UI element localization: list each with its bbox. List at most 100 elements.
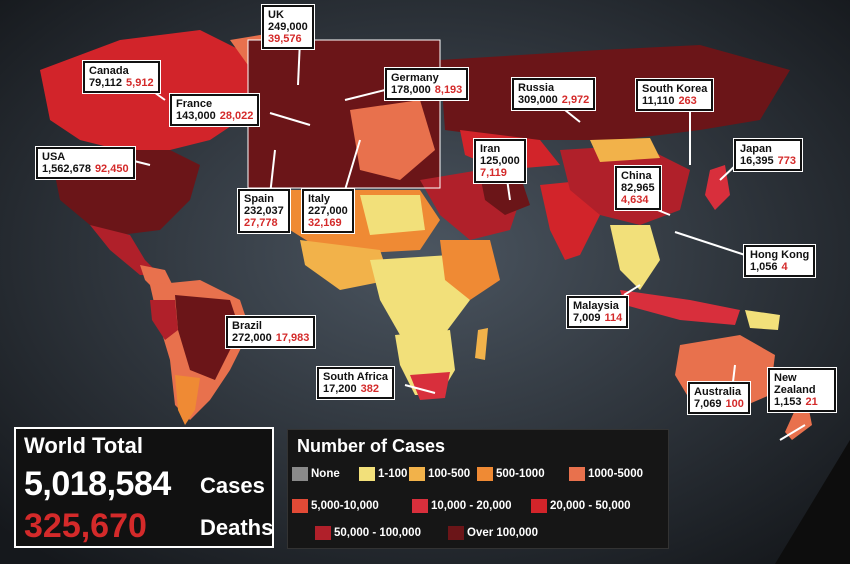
legend-swatch	[448, 526, 464, 540]
callout-malaysia: Malaysia 7,009 114	[567, 296, 629, 328]
legend-item: 1-100	[359, 467, 407, 481]
callout-cases: 309,000	[518, 94, 558, 106]
callout-name: Japan	[740, 143, 772, 155]
legend-swatch	[359, 467, 375, 481]
callout-russia: Russia 309,000 2,972	[512, 78, 596, 110]
callout-cases: 79,112	[89, 77, 123, 89]
legend-swatch	[531, 499, 547, 513]
world-total-cases: 5,018,584	[24, 465, 171, 503]
legend-swatch	[477, 467, 493, 481]
new-zealand-shape	[785, 405, 812, 440]
callout-cases: 178,000	[391, 84, 431, 96]
callout-deaths: 39,576	[268, 33, 302, 45]
callout-cases: 7,069	[694, 398, 722, 410]
legend-label: 50,000 - 100,000	[334, 527, 421, 539]
callout-name: China	[621, 170, 652, 182]
east-europe-shape	[350, 100, 435, 180]
callout-deaths: 92,450	[94, 163, 129, 175]
callout-brazil: Brazil 272,000 17,983	[226, 316, 316, 348]
callout-deaths: 28,022	[219, 110, 254, 122]
legend-item: 20,000 - 50,000	[531, 499, 631, 513]
callout-deaths: 263	[678, 95, 697, 107]
callout-cases: 1,153	[774, 396, 802, 408]
callout-usa: USA 1,562,678 92,450	[36, 147, 135, 179]
callout-japan: Japan 16,395 773	[734, 139, 803, 171]
callout-name: UK	[268, 9, 284, 21]
legend-label: 5,000-10,000	[311, 500, 379, 512]
callout-cases: 11,110	[642, 95, 675, 107]
callout-canada: Canada 79,112 5,912	[83, 61, 160, 93]
callout-deaths: 382	[360, 383, 380, 395]
legend-item: 1000-5000	[569, 467, 643, 481]
callout-cases: 125,000	[480, 155, 520, 167]
callout-cases: 249,000	[268, 21, 308, 33]
callout-name: Hong Kong	[750, 249, 810, 261]
callout-italy: Italy 227,000 32,169	[302, 189, 354, 233]
callout-name: Malaysia	[573, 300, 619, 312]
legend-swatch	[569, 467, 585, 481]
callout-deaths: 4,634	[621, 194, 649, 206]
legend-swatch	[292, 499, 308, 513]
callout-cases: 1,056	[750, 261, 778, 273]
legend-label: 100-500	[428, 468, 471, 480]
legend-item: 10,000 - 20,000	[412, 499, 512, 513]
corner-triangle	[775, 440, 850, 564]
peru-shape	[150, 300, 178, 340]
callout-south-korea: South Korea 11,110 263	[636, 79, 714, 111]
callout-name: Russia	[518, 82, 555, 94]
russia-shape	[440, 45, 790, 140]
south-africa-shape	[410, 372, 450, 400]
callout-iran: Iran 125,000 7,119	[474, 139, 526, 183]
callout-deaths: 4	[781, 261, 788, 273]
callout-hong-kong: Hong Kong 1,056 4	[744, 245, 816, 277]
callout-cases: 143,000	[176, 110, 216, 122]
callout-china: China 82,965 4,634	[615, 166, 661, 210]
legend-title: Number of Cases	[297, 436, 446, 456]
callout-name: USA	[42, 151, 66, 163]
legend-label: 1000-5000	[588, 468, 643, 480]
world-total-title: World Total	[24, 433, 143, 458]
legend-swatch	[315, 526, 331, 540]
callout-deaths: 5,912	[126, 77, 154, 89]
legend-item: 500-1000	[477, 467, 545, 481]
legend-label: 20,000 - 50,000	[550, 500, 631, 512]
callout-name: Germany	[391, 72, 439, 84]
callout-name: South Africa	[323, 371, 388, 383]
callout-cases: 17,200	[323, 383, 357, 395]
callout-deaths: 27,778	[244, 217, 278, 229]
callout-cases: 1,562,678	[42, 163, 91, 175]
callout-cases: 227,000	[308, 205, 348, 217]
indonesia-shape	[620, 290, 740, 325]
world-total-deaths-label: Deaths	[200, 515, 274, 540]
legend-label: 500-1000	[496, 468, 545, 480]
mongolia-shape	[590, 138, 660, 162]
sahara-shape	[360, 195, 425, 235]
callout-deaths: 2,972	[561, 94, 590, 106]
callout-name: South Korea	[642, 83, 708, 95]
argentina-shape	[175, 375, 200, 425]
callout-uk: UK 249,000 39,576	[262, 5, 314, 49]
callout-name: Australia	[694, 386, 742, 398]
callout-australia: Australia 7,069 100	[688, 382, 750, 414]
world-total-deaths: 325,670	[24, 507, 147, 545]
callout-spain: Spain 232,037 27,778	[238, 189, 290, 233]
callout-deaths: 773	[777, 155, 797, 167]
callout-south-africa: South Africa 17,200 382	[317, 367, 394, 399]
east-africa-shape	[440, 240, 500, 300]
callout-name: Canada	[89, 65, 129, 77]
papua-shape	[745, 310, 780, 330]
se-asia-shape	[610, 225, 660, 290]
legend-swatch	[409, 467, 425, 481]
callout-deaths: 17,983	[275, 332, 310, 344]
callout-deaths: 8,193	[434, 84, 463, 96]
legend-swatch	[412, 499, 428, 513]
callout-deaths: 100	[725, 398, 744, 410]
callout-new-zealand: New Zealand 1,153 21	[768, 368, 836, 412]
callout-cases: 7,009	[573, 312, 601, 324]
west-africa-shape	[300, 240, 390, 290]
world-total-panel: World Total 5,018,584 Cases 325,670 Deat…	[14, 427, 274, 548]
callout-cases: 232,037	[244, 205, 284, 217]
callout-name: Iran	[480, 143, 501, 155]
brazil-shape	[175, 295, 240, 380]
